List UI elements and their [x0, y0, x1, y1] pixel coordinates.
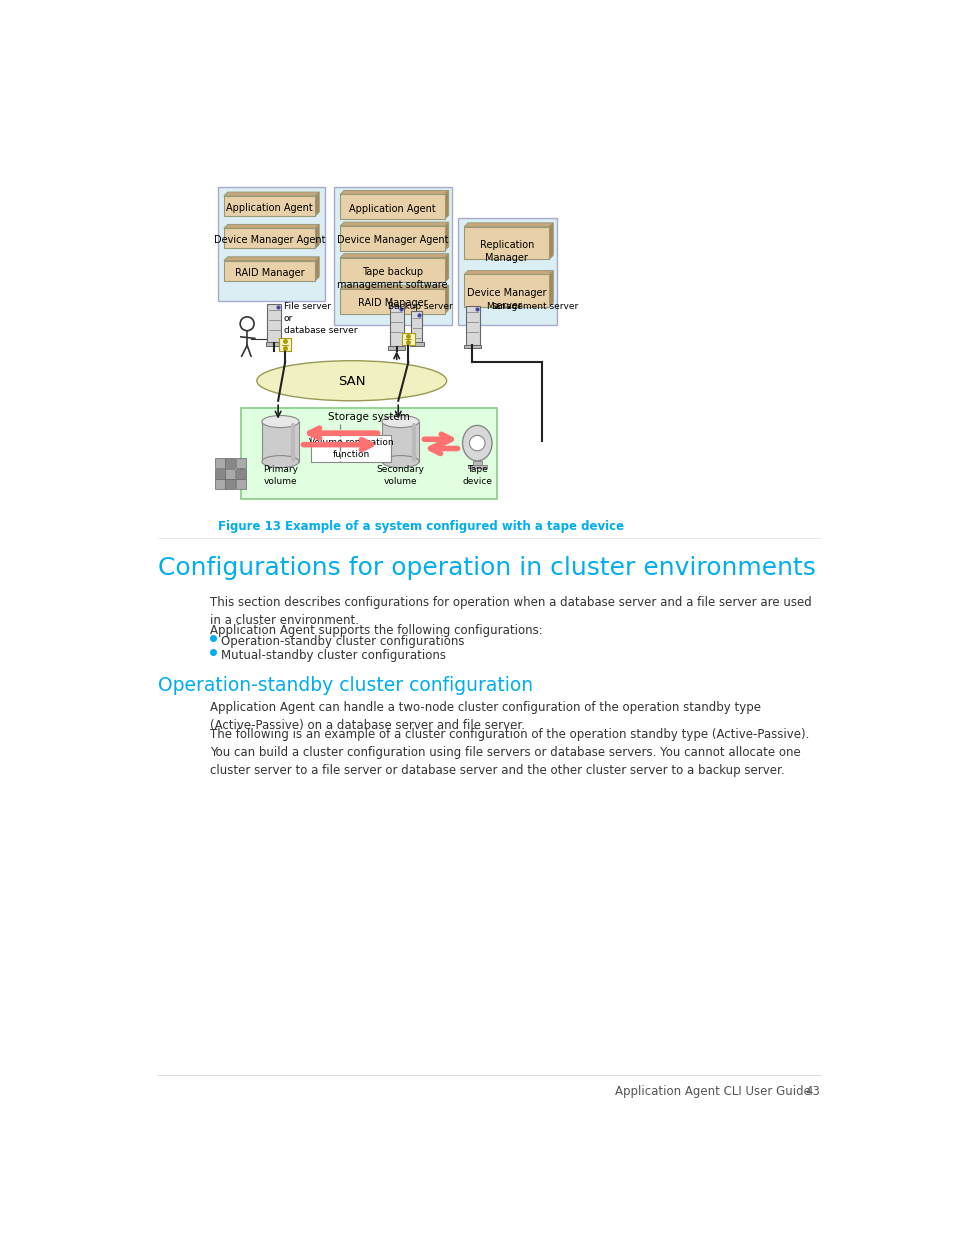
Bar — [261, 421, 298, 462]
Bar — [334, 186, 452, 325]
Text: Device Manager Agent: Device Manager Agent — [213, 235, 325, 246]
Polygon shape — [315, 257, 319, 280]
Text: Device Manager Agent: Device Manager Agent — [336, 235, 448, 246]
Polygon shape — [340, 285, 448, 289]
Polygon shape — [549, 270, 553, 306]
Bar — [468, 464, 486, 468]
Ellipse shape — [462, 425, 492, 461]
Bar — [464, 227, 549, 259]
Polygon shape — [444, 222, 448, 251]
Bar — [340, 258, 444, 282]
Text: Tape backup
management software: Tape backup management software — [336, 267, 447, 290]
Polygon shape — [224, 193, 319, 196]
Text: Operation-standby cluster configuration: Operation-standby cluster configuration — [158, 676, 533, 694]
Bar — [410, 342, 423, 346]
Text: Primary
volume: Primary volume — [263, 466, 297, 487]
Bar — [457, 217, 557, 325]
Ellipse shape — [381, 456, 418, 468]
Bar — [224, 196, 315, 216]
Text: 43: 43 — [804, 1086, 819, 1098]
Bar — [402, 333, 415, 346]
Text: Storage system: Storage system — [328, 412, 409, 422]
Text: RAID Manager: RAID Manager — [234, 268, 304, 278]
Text: File server
or
database server: File server or database server — [283, 303, 356, 335]
Polygon shape — [464, 222, 553, 227]
Circle shape — [469, 436, 484, 451]
Polygon shape — [315, 225, 319, 248]
Bar — [241, 409, 497, 499]
Bar — [225, 479, 235, 489]
Bar — [390, 306, 403, 346]
Bar — [388, 346, 405, 350]
Polygon shape — [315, 193, 319, 216]
Text: Application Agent supports the following configurations:: Application Agent supports the following… — [210, 624, 542, 637]
Text: Device Manager
server: Device Manager server — [467, 288, 546, 311]
Text: Secondary
volume: Secondary volume — [376, 466, 424, 487]
Polygon shape — [444, 253, 448, 282]
Polygon shape — [464, 270, 553, 274]
Polygon shape — [224, 225, 319, 228]
Text: This section describes configurations for operation when a database server and a: This section describes configurations fo… — [210, 597, 811, 627]
Text: Configurations for operation in cluster environments: Configurations for operation in cluster … — [158, 556, 815, 580]
Text: Application Agent: Application Agent — [349, 204, 436, 214]
Bar — [225, 468, 235, 478]
Ellipse shape — [256, 361, 446, 401]
Bar — [465, 306, 479, 345]
Bar — [472, 461, 481, 466]
Polygon shape — [340, 222, 448, 226]
Bar — [340, 226, 444, 251]
Polygon shape — [444, 190, 448, 219]
Polygon shape — [340, 190, 448, 194]
Text: Application Agent can handle a two-node cluster configuration of the operation s: Application Agent can handle a two-node … — [210, 701, 760, 732]
Polygon shape — [444, 285, 448, 314]
Bar — [224, 261, 315, 280]
Text: Application Agent: Application Agent — [226, 203, 313, 212]
Bar — [267, 304, 281, 342]
Polygon shape — [224, 257, 319, 261]
Bar — [411, 311, 422, 342]
Bar — [225, 458, 235, 468]
Text: Management server: Management server — [486, 303, 578, 311]
Bar — [340, 289, 444, 314]
Ellipse shape — [261, 456, 298, 468]
Bar — [236, 458, 246, 468]
Text: RAID Manager: RAID Manager — [357, 299, 427, 309]
Bar — [217, 186, 324, 300]
Text: Backup server: Backup server — [388, 303, 453, 311]
Bar — [266, 342, 282, 346]
Text: Operation-standby cluster configurations: Operation-standby cluster configurations — [220, 635, 464, 648]
Bar — [311, 436, 390, 462]
Bar — [278, 338, 291, 351]
Polygon shape — [549, 222, 553, 259]
Bar — [214, 468, 224, 478]
Text: Tape
device: Tape device — [462, 466, 492, 487]
Bar — [236, 468, 246, 478]
Bar — [224, 228, 315, 248]
Text: SAN: SAN — [337, 375, 365, 388]
Bar — [214, 458, 224, 468]
Ellipse shape — [381, 415, 418, 427]
Text: Figure 13 Example of a system configured with a tape device: Figure 13 Example of a system configured… — [217, 520, 623, 534]
Bar — [214, 479, 224, 489]
Text: Mutual-standby cluster configurations: Mutual-standby cluster configurations — [220, 648, 445, 662]
Text: Application Agent CLI User Guide: Application Agent CLI User Guide — [615, 1086, 810, 1098]
Text: Volume replication
function: Volume replication function — [309, 438, 393, 459]
Text: The following is an example of a cluster configuration of the operation standby : The following is an example of a cluster… — [210, 727, 808, 777]
Bar — [464, 274, 549, 306]
Bar — [464, 345, 480, 348]
Bar — [381, 421, 418, 462]
Polygon shape — [340, 253, 448, 258]
Bar — [236, 479, 246, 489]
Bar — [340, 194, 444, 219]
Text: Replication
Manager: Replication Manager — [479, 240, 534, 263]
Ellipse shape — [261, 415, 298, 427]
